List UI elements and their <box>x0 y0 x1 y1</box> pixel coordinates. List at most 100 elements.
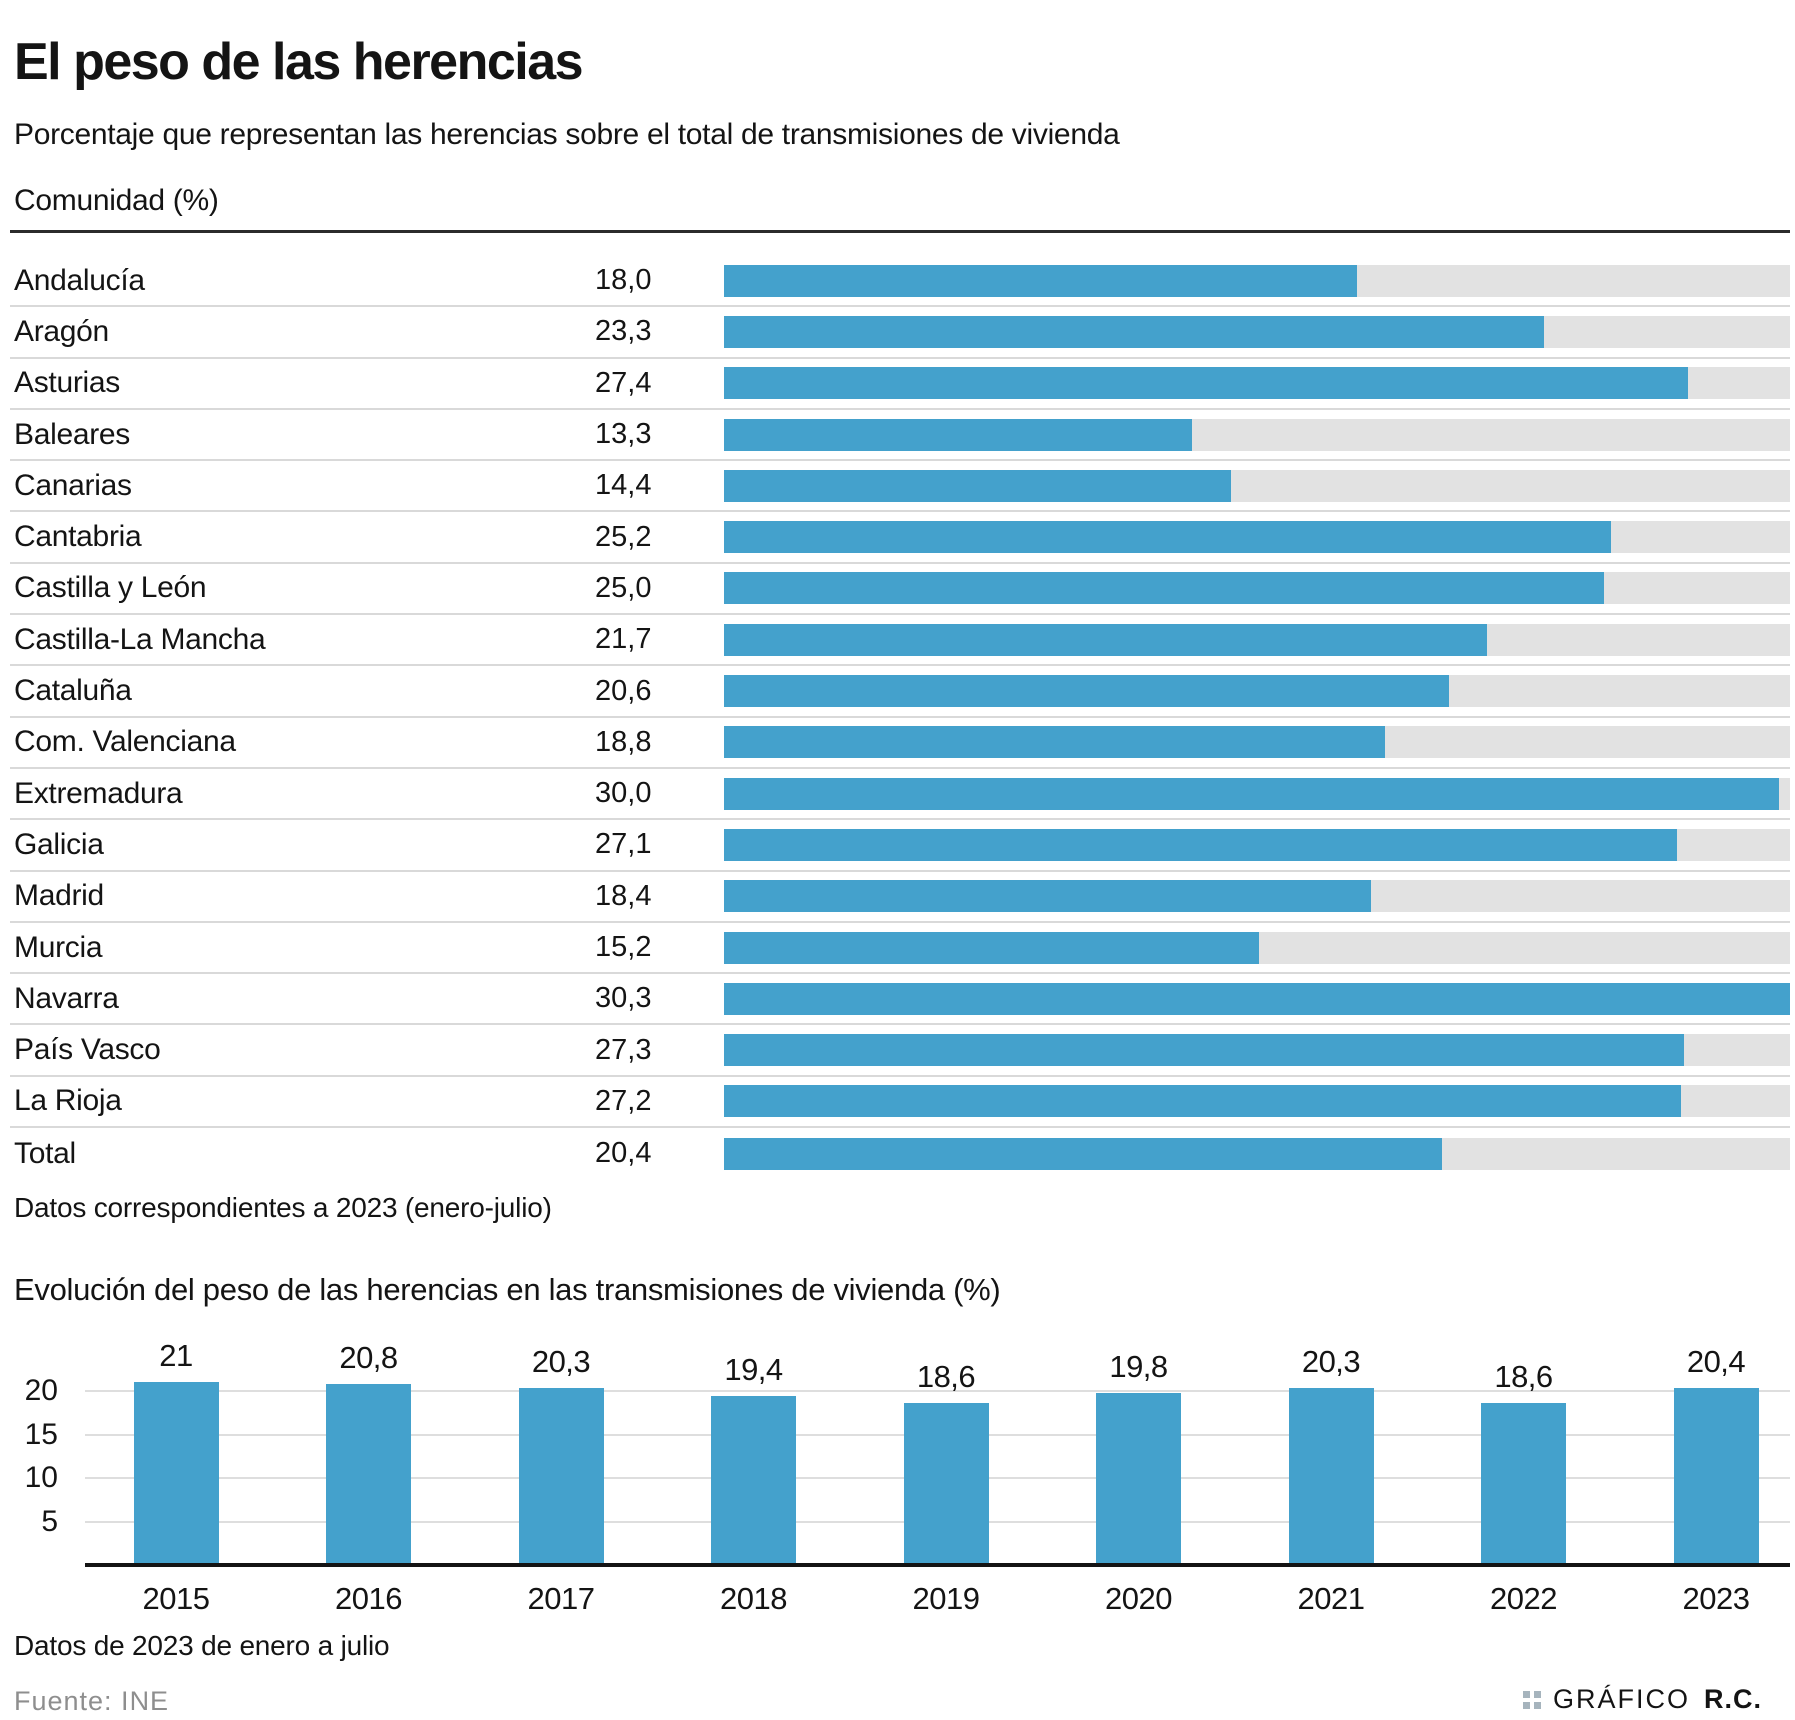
table-row: La Rioja27,2 <box>10 1077 1790 1128</box>
year-label: 2023 <box>1631 1581 1795 1617</box>
region-value: 18,8 <box>579 726 669 759</box>
region-label: Castilla y León <box>10 571 579 605</box>
table-row: Madrid18,4 <box>10 872 1790 923</box>
region-value: 27,2 <box>579 1085 669 1118</box>
y-tick-label: 5 <box>0 1506 58 1538</box>
region-value: 27,4 <box>579 367 669 400</box>
region-value: 20,6 <box>579 675 669 708</box>
year-label: 2018 <box>669 1581 839 1617</box>
y-tick-label: 10 <box>0 1462 58 1494</box>
page-title: El peso de las herencias <box>14 34 582 91</box>
grid-logo-icon <box>1523 1691 1541 1709</box>
region-value: 30,0 <box>579 777 669 810</box>
bar-value-label: 20,3 <box>476 1344 646 1380</box>
region-bar-chart: Andalucía18,0Aragón23,3Asturias27,4Balea… <box>10 256 1790 1179</box>
bar-fill <box>724 983 1790 1015</box>
bar-fill <box>724 521 1611 553</box>
year-label: 2017 <box>476 1581 646 1617</box>
region-value: 13,3 <box>579 418 669 451</box>
bar-track <box>724 675 1790 707</box>
year-bar <box>1674 1388 1759 1565</box>
year-label: 2021 <box>1246 1581 1416 1617</box>
table-row: Aragón23,3 <box>10 307 1790 358</box>
year-bar <box>1481 1403 1566 1565</box>
year-label: 2020 <box>1054 1581 1224 1617</box>
region-value: 25,0 <box>579 572 669 605</box>
region-label: Baleares <box>10 418 579 452</box>
table-row: Murcia15,2 <box>10 923 1790 974</box>
bar-track <box>724 521 1790 553</box>
region-value: 18,4 <box>579 880 669 913</box>
table-row: Andalucía18,0 <box>10 256 1790 307</box>
bar-fill <box>724 1085 1681 1117</box>
x-axis-line <box>85 1563 1790 1567</box>
page-subtitle: Porcentaje que representan las herencias… <box>14 118 1119 152</box>
year-label: 2019 <box>861 1581 1031 1617</box>
year-bar <box>326 1384 411 1565</box>
region-label: Navarra <box>10 982 579 1016</box>
table-row: Com. Valenciana18,8 <box>10 718 1790 769</box>
bar-track <box>724 367 1790 399</box>
region-label: Andalucía <box>10 264 579 298</box>
y-axis: 5 10 15 20 <box>0 1375 58 1565</box>
bar-fill <box>724 880 1371 912</box>
year-label: 2022 <box>1439 1581 1609 1617</box>
bar-fill <box>724 419 1192 451</box>
table-row: Castilla-La Mancha21,7 <box>10 615 1790 666</box>
region-label: Extremadura <box>10 777 579 811</box>
credit-name: R.C. <box>1704 1684 1762 1715</box>
region-label: País Vasco <box>10 1033 579 1067</box>
region-label: Cataluña <box>10 674 579 708</box>
table-row: Total20,4 <box>10 1128 1790 1179</box>
region-label: Com. Valenciana <box>10 725 579 759</box>
bar-track <box>724 829 1790 861</box>
region-label: Murcia <box>10 931 579 965</box>
bar-value-label: 18,6 <box>1439 1359 1609 1395</box>
year-bar <box>904 1403 989 1565</box>
year-bar <box>134 1382 219 1565</box>
bar-value-label: 20,3 <box>1246 1344 1416 1380</box>
bar-track <box>724 1138 1790 1170</box>
region-label: La Rioja <box>10 1084 579 1118</box>
region-label: Aragón <box>10 315 579 349</box>
evolution-chart-title: Evolución del peso de las herencias en l… <box>14 1272 1000 1308</box>
region-value: 21,7 <box>579 623 669 656</box>
year-bar <box>519 1388 604 1565</box>
bar-value-label: 19,4 <box>669 1352 839 1388</box>
region-value: 18,0 <box>579 264 669 297</box>
bar-fill <box>724 265 1357 297</box>
bar-value-label: 19,8 <box>1054 1349 1224 1385</box>
bar-fill <box>724 367 1688 399</box>
bar-track <box>724 624 1790 656</box>
bar-track <box>724 932 1790 964</box>
region-value: 30,3 <box>579 982 669 1015</box>
bar-track <box>724 778 1790 810</box>
bar-track <box>724 1034 1790 1066</box>
y-tick-label: 20 <box>0 1375 58 1407</box>
bar-track <box>724 470 1790 502</box>
year-bar <box>711 1396 796 1565</box>
region-label: Castilla-La Mancha <box>10 623 579 657</box>
bar-value-label: 21 <box>91 1338 261 1374</box>
table-row: Castilla y León25,0 <box>10 564 1790 615</box>
source-text: Fuente: INE <box>14 1686 169 1717</box>
region-label: Asturias <box>10 366 579 400</box>
year-bar <box>1289 1388 1374 1565</box>
table-row: Navarra30,3 <box>10 974 1790 1025</box>
y-tick-label: 15 <box>0 1419 58 1451</box>
table-row: Cataluña20,6 <box>10 666 1790 717</box>
region-value: 27,3 <box>579 1034 669 1067</box>
table-row: Canarias14,4 <box>10 461 1790 512</box>
bar-fill <box>724 572 1604 604</box>
bar-value-label: 18,6 <box>861 1359 1031 1395</box>
bar-fill <box>724 726 1385 758</box>
table-row: País Vasco27,3 <box>10 1025 1790 1076</box>
region-value: 23,3 <box>579 315 669 348</box>
region-value: 15,2 <box>579 931 669 964</box>
bar-fill <box>724 316 1544 348</box>
bar-track <box>724 419 1790 451</box>
year-label: 2016 <box>284 1581 454 1617</box>
region-label: Cantabria <box>10 520 579 554</box>
header-rule <box>10 230 1790 233</box>
table-row: Extremadura30,0 <box>10 769 1790 820</box>
